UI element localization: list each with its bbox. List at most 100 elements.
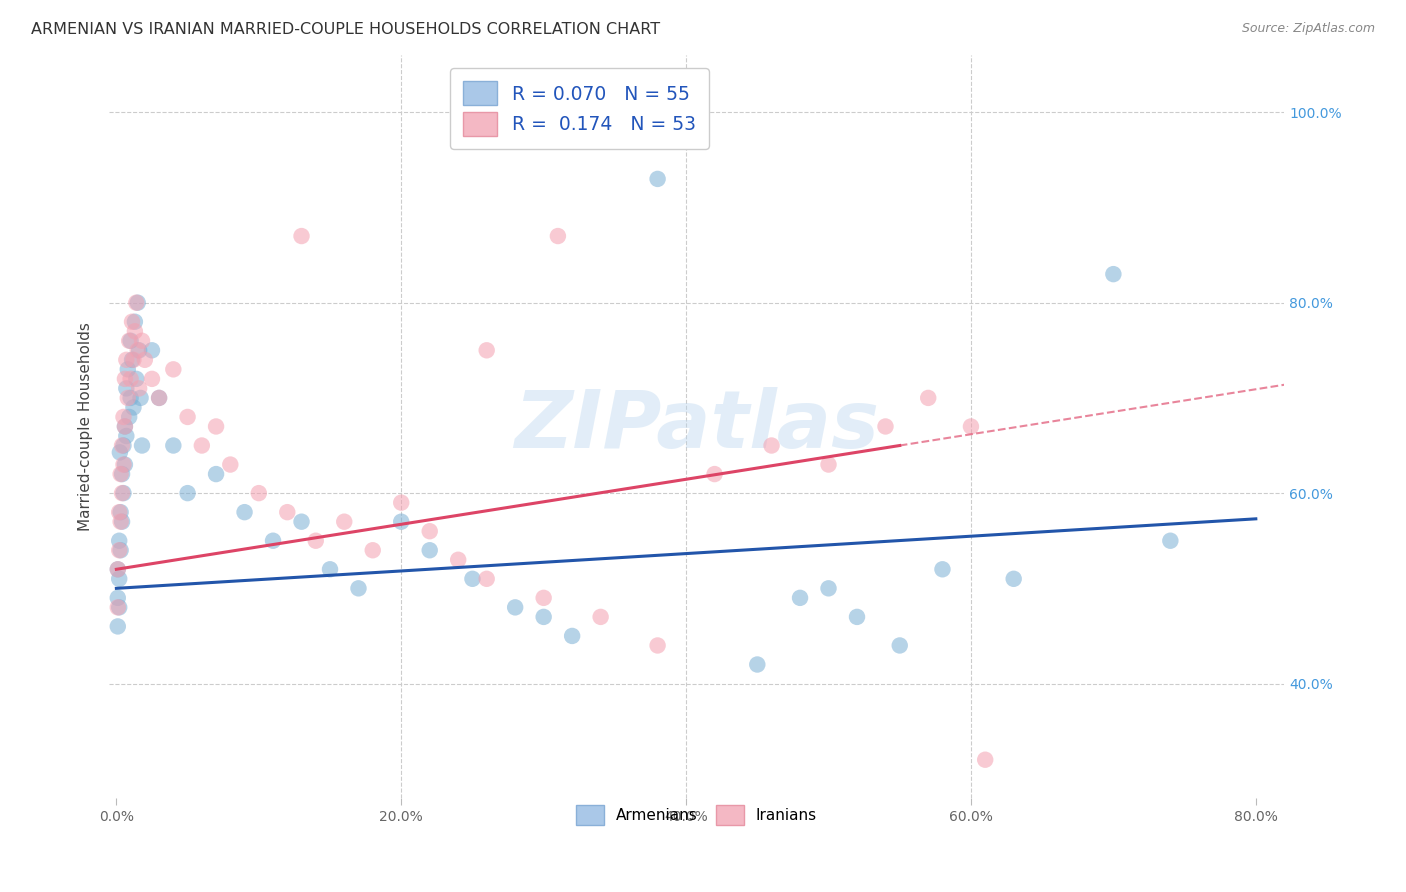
Point [931,562,953,576]
Point [107,619,129,633]
Point [176,486,198,500]
Point [110,515,132,529]
Point [131,438,153,452]
Point [389,495,412,509]
Point [107,562,129,576]
Point [129,391,152,405]
Point [112,458,135,472]
Point [533,591,555,605]
Point [114,458,136,472]
Point [533,610,555,624]
Point [141,372,163,386]
Point [114,419,136,434]
Point [503,600,526,615]
Point [176,409,198,424]
Point [122,401,145,415]
Point [561,629,583,643]
Point [205,467,228,481]
Point [125,295,148,310]
Point [110,467,132,481]
Point [108,572,131,586]
Point [122,352,145,367]
Point [276,505,298,519]
Point [112,438,135,452]
Point [1002,572,1025,586]
Point [290,515,312,529]
Point [120,372,142,386]
Point [128,381,150,395]
Point [475,572,498,586]
Point [120,334,142,348]
Point [110,543,132,558]
Point [262,533,284,548]
Point [124,324,146,338]
Point [108,533,131,548]
Point [114,372,136,386]
Point [141,343,163,358]
Point [118,409,141,424]
Point [290,229,312,244]
Point [128,343,150,358]
Point [817,582,839,596]
Text: Source: ZipAtlas.com: Source: ZipAtlas.com [1241,22,1375,36]
Point [589,610,612,624]
Point [960,419,983,434]
Point [107,562,129,576]
Point [112,486,135,500]
Point [1102,267,1125,281]
Point [115,429,138,443]
Point [475,343,498,358]
Point [361,543,384,558]
Point [125,372,148,386]
Point [117,362,139,376]
Point [120,391,142,405]
Point [319,562,342,576]
Point [205,419,228,434]
Point [124,315,146,329]
Legend: Armenians, Iranians: Armenians, Iranians [571,799,823,831]
Point [107,600,129,615]
Point [162,438,184,452]
Point [347,582,370,596]
Point [817,458,839,472]
Point [389,515,412,529]
Point [110,505,132,519]
Point [131,334,153,348]
Point [108,543,131,558]
Point [233,505,256,519]
Point [461,572,484,586]
Point [127,295,149,310]
Point [121,315,143,329]
Point [703,467,725,481]
Point [305,533,328,548]
Point [121,352,143,367]
Point [333,515,356,529]
Text: ZIPatlas: ZIPatlas [515,387,879,466]
Point [447,553,470,567]
Point [419,524,441,539]
Point [846,610,869,624]
Point [875,419,897,434]
Point [108,600,131,615]
Point [111,438,134,452]
Point [974,753,997,767]
Point [115,352,138,367]
Point [115,381,138,395]
Point [108,445,131,459]
Point [127,343,149,358]
Point [148,391,170,405]
Y-axis label: Married-couple Households: Married-couple Households [79,322,93,531]
Point [108,505,131,519]
Point [547,229,569,244]
Point [761,438,783,452]
Point [917,391,939,405]
Point [111,515,134,529]
Point [647,639,669,653]
Point [114,419,136,434]
Point [889,639,911,653]
Point [789,591,811,605]
Text: ARMENIAN VS IRANIAN MARRIED-COUPLE HOUSEHOLDS CORRELATION CHART: ARMENIAN VS IRANIAN MARRIED-COUPLE HOUSE… [31,22,659,37]
Point [419,543,441,558]
Point [117,391,139,405]
Point [647,172,669,186]
